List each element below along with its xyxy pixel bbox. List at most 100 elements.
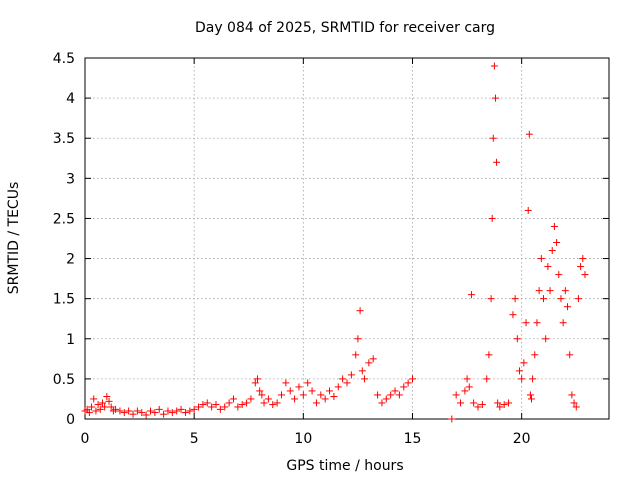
data-point: [391, 387, 399, 395]
data-point: [520, 359, 528, 367]
data-point: [116, 407, 124, 415]
data-point: [151, 409, 159, 417]
data-point: [524, 206, 532, 214]
data-point: [452, 391, 460, 399]
data-point: [568, 391, 576, 399]
data-point: [527, 395, 535, 403]
data-point: [537, 255, 545, 263]
data-point: [92, 407, 100, 415]
data-point: [378, 399, 386, 407]
data-point: [531, 351, 539, 359]
data-point: [526, 391, 534, 399]
data-point: [494, 399, 502, 407]
data-point: [548, 247, 556, 255]
data-point: [225, 399, 233, 407]
data-point: [515, 367, 523, 375]
x-tick-label: 5: [190, 431, 199, 447]
data-point: [382, 395, 390, 403]
data-point: [581, 271, 589, 279]
data-point: [555, 271, 563, 279]
data-point: [400, 383, 408, 391]
data-point: [564, 303, 572, 311]
data-point: [256, 387, 264, 395]
data-point: [369, 355, 377, 363]
data-point: [559, 319, 567, 327]
data-point: [395, 391, 403, 399]
data-point: [299, 391, 307, 399]
data-point: [557, 295, 565, 303]
y-tick-label: 3: [66, 171, 75, 187]
data-point: [487, 295, 495, 303]
data-point: [579, 255, 587, 263]
data-point: [489, 134, 497, 142]
data-point: [553, 239, 561, 247]
x-axis-label: GPS time / hours: [286, 458, 403, 474]
data-point: [339, 375, 347, 383]
data-point: [85, 409, 93, 417]
data-point: [544, 263, 552, 271]
data-point: [463, 375, 471, 383]
data-point: [457, 399, 465, 407]
data-point: [105, 397, 113, 405]
data-point: [374, 391, 382, 399]
data-point: [483, 375, 491, 383]
data-point: [190, 405, 198, 413]
data-point: [522, 319, 530, 327]
data-points: [81, 62, 589, 423]
data-point: [525, 130, 533, 138]
data-point: [308, 387, 316, 395]
grid: [85, 58, 609, 419]
data-point: [260, 399, 268, 407]
y-tick-label: 0.5: [53, 372, 75, 388]
data-point: [354, 335, 362, 343]
data-point: [203, 399, 211, 407]
data-point: [404, 379, 412, 387]
data-point: [509, 311, 517, 319]
data-point: [448, 415, 456, 423]
data-point: [282, 379, 290, 387]
data-point: [352, 351, 360, 359]
y-tick-label: 4.5: [53, 51, 75, 67]
y-tick-label: 1.5: [53, 292, 75, 308]
data-point: [138, 409, 146, 417]
data-point: [572, 403, 580, 411]
y-tick-label: 2: [66, 252, 75, 268]
data-point: [173, 407, 181, 415]
data-point: [490, 62, 498, 70]
data-point: [234, 403, 242, 411]
data-point: [96, 405, 104, 413]
plot-frame: [84, 57, 610, 420]
data-point: [356, 307, 364, 315]
data-point: [465, 383, 473, 391]
y-axis-label: SRMTID / TECUs: [6, 182, 22, 295]
data-point: [181, 409, 189, 417]
y-tick-label: 4: [66, 91, 75, 107]
data-point: [247, 395, 255, 403]
data-point: [147, 407, 154, 415]
data-point: [216, 405, 224, 413]
data-point: [461, 387, 469, 395]
data-point: [238, 401, 246, 409]
data-point: [409, 375, 416, 383]
data-point: [103, 393, 111, 401]
data-point: [88, 403, 96, 411]
data-point: [542, 335, 550, 343]
data-point: [107, 403, 115, 411]
data-point: [312, 399, 320, 407]
y-tick-label: 3.5: [53, 131, 75, 147]
data-point: [500, 401, 508, 409]
data-point: [330, 393, 338, 401]
chart-title: Day 084 of 2025, SRMTID for receiver car…: [195, 20, 495, 36]
data-point: [155, 405, 163, 413]
y-tick-label: 0: [66, 412, 75, 428]
data-point: [160, 410, 168, 418]
data-point: [212, 401, 220, 409]
data-point: [535, 287, 543, 295]
data-point: [511, 295, 519, 303]
data-point: [540, 295, 547, 303]
data-point: [253, 375, 261, 383]
data-point: [269, 401, 277, 409]
data-point: [199, 401, 207, 409]
x-tick-label: 0: [81, 431, 90, 447]
